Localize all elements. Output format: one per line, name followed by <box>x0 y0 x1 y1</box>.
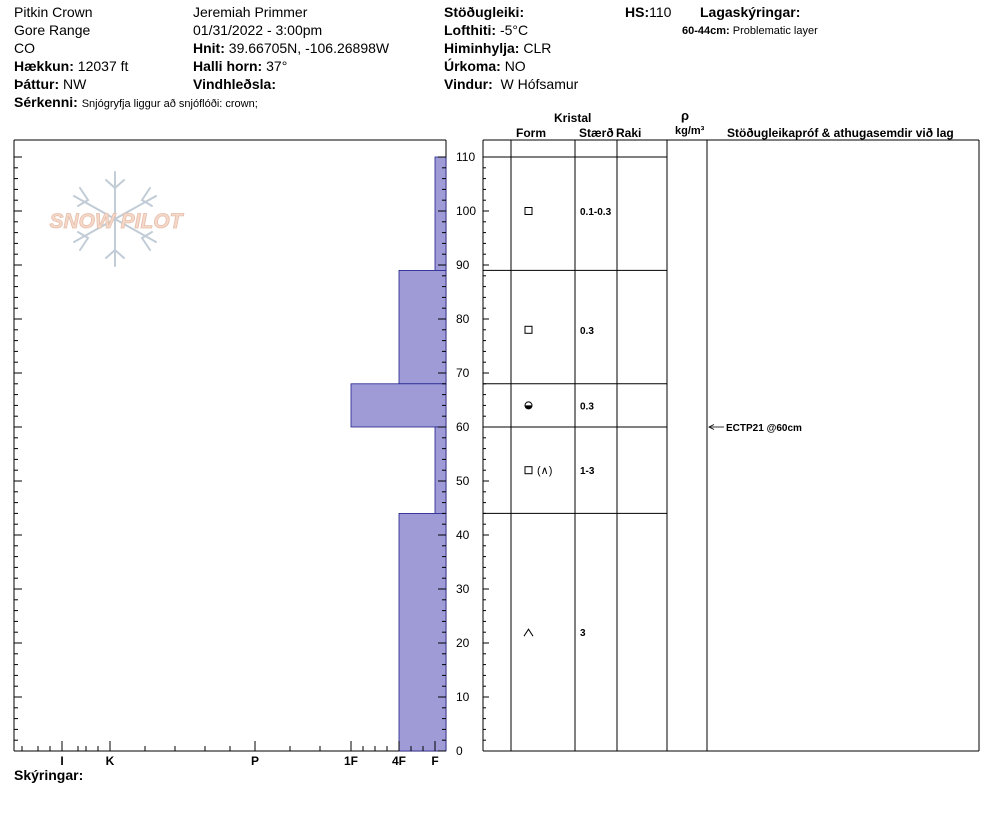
hardness-tick-label: P <box>251 754 259 768</box>
hardness-bars <box>350 156 447 752</box>
crystal-form-melt-fill-icon <box>525 405 532 409</box>
logo-text: SNOW PILOT <box>50 210 185 233</box>
hardness-bar <box>350 383 447 428</box>
elevation-label: Hækkun: <box>14 58 74 74</box>
crystal-form-facet-icon <box>524 325 533 334</box>
coords-value: 39.66705N, -106.26898W <box>228 40 390 56</box>
stability-row: Stöðugleiki: <box>444 4 524 20</box>
elevation-row: Hækkun: 12037 ft <box>14 58 128 74</box>
hs-label: HS: <box>625 4 650 20</box>
features-row: Sérkenni: Snjógryfja liggur að snjóflóði… <box>14 94 258 112</box>
air-temp-value: -5°C <box>499 22 529 38</box>
precip-label: Úrkoma: <box>444 58 501 74</box>
observer-name: Jeremiah Primmer <box>193 4 308 20</box>
depth-tick-label: 80 <box>456 312 470 326</box>
sky-label: Himinhylja: <box>444 40 520 56</box>
crystal-size: 0.3 <box>580 401 594 412</box>
crystal-form-depth-hoar-icon <box>523 628 534 637</box>
air-temp-row: Lofthiti: -5°C <box>444 22 528 38</box>
coords-label: Hnit: <box>193 40 225 56</box>
density-unit: kg/m³ <box>675 125 705 137</box>
state: CO <box>14 40 35 56</box>
form-header: Form <box>516 126 546 140</box>
depth-tick-label: 30 <box>456 582 470 596</box>
aspect-row: Þáttur: NW <box>14 76 86 92</box>
crystal-header: Kristal <box>554 111 592 125</box>
air-temp-label: Lofthiti: <box>444 22 497 38</box>
mountain-range: Gore Range <box>14 22 91 38</box>
location-name: Pitkin Crown <box>14 4 93 20</box>
hardness-tick-label: I <box>60 754 63 768</box>
crystal-size: 0.1-0.3 <box>580 207 612 218</box>
wind-label: Vindur: <box>444 76 493 92</box>
hs-row: HS:110 <box>625 4 671 20</box>
slope-label: Halli horn: <box>193 58 263 74</box>
depth-tick-label: 60 <box>456 420 470 434</box>
hardness-tick-label: 1F <box>344 754 358 768</box>
crystal-size: 0.3 <box>580 326 594 337</box>
depth-tick-label: 0 <box>456 744 463 758</box>
crystal-size: 3 <box>580 628 586 639</box>
hardness-tick-label: F <box>431 754 438 768</box>
depth-tick-label: 10 <box>456 690 470 704</box>
elevation-value: 12037 ft <box>77 58 129 74</box>
observation-datetime: 01/31/2022 - 3:00pm <box>193 22 323 38</box>
sky-value: CLR <box>523 40 552 56</box>
aspect-value: NW <box>63 76 87 92</box>
sky-row: Himinhylja: CLR <box>444 40 551 56</box>
depth-axis: 0 10 20 30 40 50 60 70 80 90 100 110 <box>14 150 476 758</box>
slope-row: Halli horn: 37° <box>193 58 287 74</box>
hs-value: 110 <box>649 4 672 20</box>
stability-test-label: ECTP21 @60cm <box>726 423 802 434</box>
stability-label: Stöðugleiki: <box>444 4 525 20</box>
depth-tick-label: 90 <box>456 258 470 272</box>
slope-value: 37° <box>266 58 288 74</box>
precip-value: NO <box>504 58 526 74</box>
crystal-form-secondary: (∧) <box>537 465 552 477</box>
precip-row: Úrkoma: NO <box>444 58 526 74</box>
wind-value: W Hófsamur <box>500 76 579 92</box>
test-arrow-icon <box>708 424 715 430</box>
layer-note-range: 60-44cm: <box>682 25 730 37</box>
depth-tick-label: 110 <box>456 150 475 164</box>
wind-loading-row: Vindhleðsla: <box>193 76 276 92</box>
hardness-tick-label: K <box>106 754 115 768</box>
coords-row: Hnit: 39.66705N, -106.26898W <box>193 40 389 56</box>
density-symbol: ρ <box>681 108 690 123</box>
depth-tick-label: 50 <box>456 474 470 488</box>
hardness-bar <box>434 156 447 271</box>
crystal-size: 1-3 <box>580 466 595 477</box>
tests-header: Stöðugleikapróf & athugasemdir við lag <box>727 126 954 140</box>
features-value: Snjógryfja liggur að snjóflóði: crown; <box>81 98 258 110</box>
layer-notes-label: Lagaskýringar: <box>700 4 801 20</box>
crystal-form-facet-icon <box>524 466 533 475</box>
wind-row: Vindur: W Hófsamur <box>444 76 578 92</box>
depth-tick-label: 20 <box>456 636 470 650</box>
layer-note: 60-44cm: Problematic layer <box>682 23 818 39</box>
hardness-bar <box>398 269 447 385</box>
notes-label: Skýringar: <box>14 767 84 783</box>
moisture-header: Raki <box>616 126 642 140</box>
aspect-label: Þáttur: <box>14 76 60 92</box>
snowpilot-logo: SNOW PILOT <box>49 171 185 267</box>
hardness-bar <box>398 513 447 752</box>
hardness-axis: I K P 1F 4F F <box>21 741 439 768</box>
features-label: Sérkenni: <box>14 94 78 110</box>
depth-tick-label: 70 <box>456 366 470 380</box>
hardness-tick-label: 4F <box>392 754 406 768</box>
depth-tick-label: 100 <box>456 204 476 218</box>
size-header: Stærð <box>579 126 614 140</box>
layer-table: 0.1-0.3 0.3 0.3 (∧) 1-3 3 ECTP21 @60cm <box>482 139 980 752</box>
depth-tick-label: 40 <box>456 528 470 542</box>
layer-note-text: Problematic layer <box>732 25 818 37</box>
crystal-form-facet-icon <box>524 207 533 215</box>
wind-loading-label: Vindhleðsla: <box>193 76 276 92</box>
